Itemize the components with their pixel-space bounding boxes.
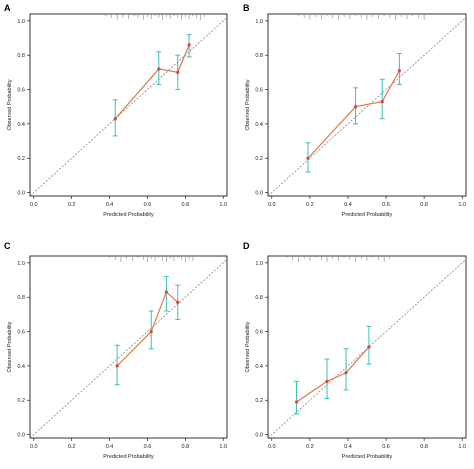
- x-tick-label: 0.6: [144, 202, 152, 208]
- x-tick-label: 0.6: [144, 444, 152, 450]
- calibration-point: [294, 400, 299, 404]
- y-tick-label: 0.2: [17, 156, 25, 162]
- x-tick-label: 1.0: [219, 444, 227, 450]
- y-tick-label: 0.6: [255, 88, 263, 94]
- calibration-point: [367, 345, 371, 349]
- x-tick-label: 1.0: [458, 202, 466, 208]
- y-axis-label: Observed Probability: [245, 79, 251, 130]
- y-axis-label: Observed Probability: [7, 321, 13, 372]
- panel-label: C: [4, 241, 11, 251]
- calibration-point: [397, 69, 401, 73]
- y-tick-label: 0.4: [17, 364, 25, 370]
- y-tick-label: 0.4: [255, 122, 263, 128]
- calibration-point: [325, 379, 329, 383]
- calibration-point: [164, 290, 168, 294]
- calibration-panel-a: A 0.0 0.2 0.4 0.6 0.8 1.0 0.0 0.2 0.4 0.6 0.8 1.0 Pre…: [4, 3, 228, 218]
- y-tick-label: 1.0: [255, 261, 263, 267]
- x-tick-label: 0.4: [106, 444, 114, 450]
- ideal-diagonal: [29, 17, 228, 197]
- calibration-point: [344, 371, 348, 375]
- x-tick-label: 0.0: [268, 444, 276, 450]
- y-tick-label: 0.2: [255, 398, 263, 404]
- y-tick-label: 0.6: [17, 330, 25, 336]
- x-tick-label: 0.8: [181, 202, 189, 208]
- calibration-panel-d: D 0.0 0.2 0.4 0.6 0.8 1.0 0.0 0.2 0.4 0.6 0.8 1.0 Pre…: [243, 241, 467, 460]
- calibration-point: [113, 117, 117, 121]
- plot-frame: [29, 13, 228, 197]
- x-tick-label: 0.2: [306, 444, 314, 450]
- calibration-panel-c: C 0.0 0.2 0.4 0.6 0.8 1.0 0.0 0.2 0.4 0.6 0.8 1.0 Pre…: [4, 241, 228, 460]
- x-tick-label: 0.8: [181, 444, 189, 450]
- calibration-point: [380, 99, 384, 104]
- calibration-point: [176, 300, 180, 304]
- y-tick-label: 0.2: [17, 398, 25, 404]
- calibration-point: [306, 156, 310, 160]
- plot-frame: [267, 255, 467, 439]
- y-tick-label: 0.8: [17, 53, 25, 59]
- x-tick-label: 0.8: [420, 444, 428, 450]
- x-tick-label: 0.8: [420, 202, 428, 208]
- x-axis-label: Predicted Probability: [342, 454, 393, 460]
- x-tick-label: 0.0: [30, 444, 38, 450]
- x-tick-label: 0.4: [344, 444, 352, 450]
- x-tick-label: 0.2: [306, 202, 314, 208]
- x-tick-label: 0.6: [382, 444, 390, 450]
- y-tick-label: 1.0: [17, 19, 25, 25]
- y-tick-label: 0.8: [255, 295, 263, 301]
- plot-frame: [29, 255, 228, 439]
- calibration-point: [187, 43, 191, 47]
- x-tick-label: 0.4: [344, 202, 352, 208]
- calibration-line: [114, 44, 190, 120]
- y-tick-label: 0.6: [255, 330, 263, 336]
- y-tick-label: 0.8: [255, 53, 263, 59]
- calibration-point: [115, 364, 119, 368]
- x-axis-label: Predicted Probability: [342, 212, 393, 218]
- x-axis-label: Predicted Probability: [103, 454, 154, 460]
- x-tick-label: 0.0: [268, 202, 276, 208]
- ideal-diagonal: [29, 259, 228, 439]
- y-axis-label: Observed Probability: [7, 79, 13, 130]
- y-tick-label: 0.0: [17, 433, 25, 439]
- x-tick-label: 0.2: [68, 202, 76, 208]
- x-tick-label: 0.4: [106, 202, 114, 208]
- y-tick-label: 0.4: [17, 122, 25, 128]
- x-tick-label: 1.0: [219, 202, 227, 208]
- y-tick-label: 0.0: [255, 433, 263, 439]
- y-tick-label: 0.0: [17, 191, 25, 197]
- y-axis-label: Observed Probability: [245, 321, 251, 372]
- y-tick-label: 0.2: [255, 156, 263, 162]
- y-tick-label: 0.6: [17, 88, 25, 94]
- x-tick-label: 1.0: [458, 444, 466, 450]
- y-tick-label: 0.0: [255, 191, 263, 197]
- calibration-panel-b: B 0.0 0.2 0.4 0.6 0.8 1.0 0.0 0.2 0.4 0.6 0.8 1.0 Pre…: [243, 3, 467, 218]
- x-tick-label: 0.6: [382, 202, 390, 208]
- x-tick-label: 0.0: [30, 202, 38, 208]
- calibration-point: [157, 67, 161, 71]
- calibration-line: [296, 346, 370, 403]
- x-axis-label: Predicted Probability: [103, 212, 154, 218]
- panel-label: B: [243, 3, 250, 13]
- calibration-line: [116, 291, 179, 367]
- calibration-point: [353, 105, 358, 109]
- calibration-point: [176, 70, 180, 74]
- calibration-point: [149, 329, 153, 334]
- x-tick-label: 0.2: [68, 444, 76, 450]
- panel-label: A: [4, 3, 11, 13]
- panel-label: D: [243, 241, 250, 251]
- y-tick-label: 1.0: [17, 261, 25, 267]
- y-tick-label: 0.8: [17, 295, 25, 301]
- ideal-diagonal: [267, 17, 467, 197]
- calibration-line: [307, 70, 400, 159]
- y-tick-label: 1.0: [255, 19, 263, 25]
- y-tick-label: 0.4: [255, 364, 263, 370]
